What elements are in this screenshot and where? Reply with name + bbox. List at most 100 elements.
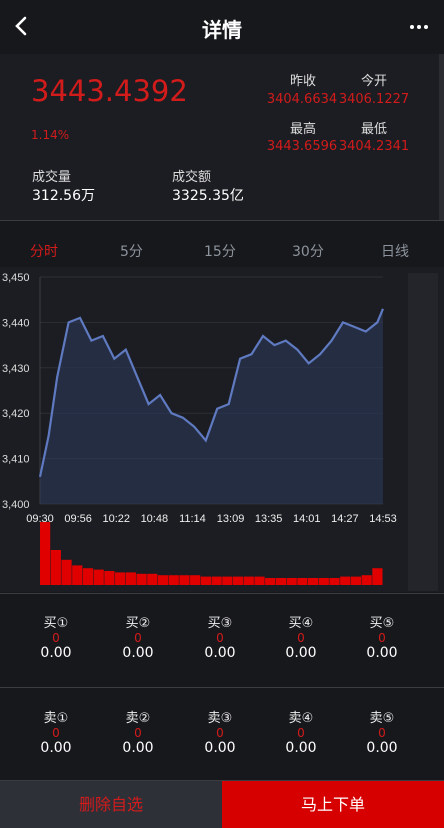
y-tick-label: 3,420 [2,408,30,420]
y-tick-label: 3,450 [2,272,30,284]
volume-bar [243,576,254,585]
ellipsis-icon[interactable] [406,12,432,40]
volume-bar [232,576,244,585]
sell-level-5: 卖⑤ 0 0.00 [352,707,412,756]
price-line [38,308,385,478]
buy-level-qty: 0 [134,631,142,645]
divider [0,593,444,594]
buy-level-price: 0.00 [366,645,398,661]
turnover-label: 成交额 [172,170,212,185]
app-header: 详情 [0,0,444,54]
place-order-button[interactable]: 马上下单 [222,781,444,828]
sell-level-4: 卖④ 0 0.00 [271,707,331,756]
x-tick-label: 13:09 [217,513,245,525]
chevron-left-icon[interactable] [8,12,36,40]
open-label: 今开 [360,74,387,89]
sell-level-price: 0.00 [204,740,236,756]
sell-level-qty: 0 [378,726,386,740]
chart-side-panel [408,273,438,591]
volume-bar [61,559,72,585]
tab-intraday[interactable]: 分时 [30,244,58,260]
buy-level-label: 买① [43,616,69,631]
low-label: 最低 [360,122,387,137]
buy-level-4: 买④ 0 0.00 [271,612,331,661]
tab-5min[interactable]: 5分 [120,244,143,260]
tab-daily[interactable]: 日线 [381,244,409,260]
buy-level-label: 买③ [207,616,233,631]
page-title: 详情 [202,18,242,42]
volume-label: 成交量 [32,170,72,185]
volume-bar [265,578,276,585]
volume-bar [318,578,329,585]
volume-bar [136,573,147,585]
low-value: 3404.2341 [338,139,410,154]
tab-15min[interactable]: 15分 [204,244,236,260]
y-tick-label: 3,430 [2,363,30,375]
y-tick-label: 3,410 [2,454,30,466]
sell-level-price: 0.00 [122,740,154,756]
volume-bar [179,575,190,585]
y-tick-label: 3,440 [2,317,30,329]
price-area [40,308,383,504]
volume-bar [254,576,265,585]
buy-level-label: 买⑤ [369,616,395,631]
open-value: 3406.1227 [338,92,410,107]
remove-watchlist-button[interactable]: 删除自选 [0,781,222,828]
buy-level-price: 0.00 [40,645,72,661]
divider [0,780,444,781]
sell-level-label: 卖③ [207,711,233,726]
volume-bar [93,569,104,585]
volume-bar [157,575,169,585]
volume-bar [147,573,158,585]
volume-bar [168,575,179,585]
volume-bar [104,571,115,585]
volume-bar [275,578,287,585]
sell-level-price: 0.00 [366,740,398,756]
volume-bar [50,550,61,585]
sell-level-qty: 0 [216,726,224,740]
x-tick-label: 14:27 [331,513,359,525]
volume-bar [222,576,233,585]
volume-bar [190,575,201,585]
volume-bar [340,576,351,585]
x-tick-label: 10:48 [141,513,169,525]
buy-level-3: 买③ 0 0.00 [190,612,250,661]
sell-level-label: 卖⑤ [369,711,395,726]
sell-level-label: 卖① [43,711,69,726]
sell-level-price: 0.00 [285,740,317,756]
tab-30min[interactable]: 30分 [292,244,324,260]
sell-level-label: 卖② [125,711,151,726]
scrollbar[interactable] [439,54,444,220]
intraday-chart[interactable]: 3,450 3,440 3,430 3,420 3,410 3,400 09:30 09:56… [0,267,444,592]
volume-bar [200,576,211,585]
volume-bar [297,578,308,585]
x-tick-label: 10:22 [102,513,130,525]
divider [0,220,444,221]
volume-value: 312.56万 [32,188,95,204]
sell-level-1: 卖① 0 0.00 [26,707,86,756]
buy-level-qty: 0 [297,631,305,645]
volume-bar [40,522,51,585]
x-tick-label: 11:14 [179,513,206,525]
sell-level-price: 0.00 [40,740,72,756]
buy-level-label: 买② [125,616,151,631]
volume-bar [286,578,297,585]
prev-close-label: 昨收 [289,74,316,89]
buy-level-qty: 0 [378,631,386,645]
volume-bar [211,576,222,585]
buy-level-price: 0.00 [122,645,154,661]
quote-panel [0,54,439,220]
sell-level-3: 卖③ 0 0.00 [190,707,250,756]
sell-level-label: 卖④ [288,711,314,726]
volume-bar [372,568,383,585]
volume-bar [125,572,136,585]
high-value: 3443.6596 [266,139,338,154]
buy-level-label: 买④ [288,616,314,631]
divider [0,687,444,688]
volume-bar [361,575,372,585]
current-price: 3443.4392 [31,74,188,108]
volume-bar [72,565,83,585]
buy-level-qty: 0 [216,631,224,645]
x-tick-label: 09:56 [64,513,92,525]
